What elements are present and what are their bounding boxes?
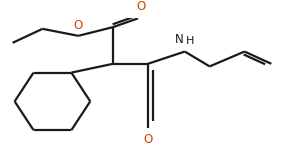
Text: O: O: [136, 0, 146, 13]
Text: O: O: [74, 19, 83, 32]
Text: H: H: [186, 36, 194, 46]
Text: N: N: [175, 33, 183, 46]
Text: O: O: [143, 133, 153, 146]
